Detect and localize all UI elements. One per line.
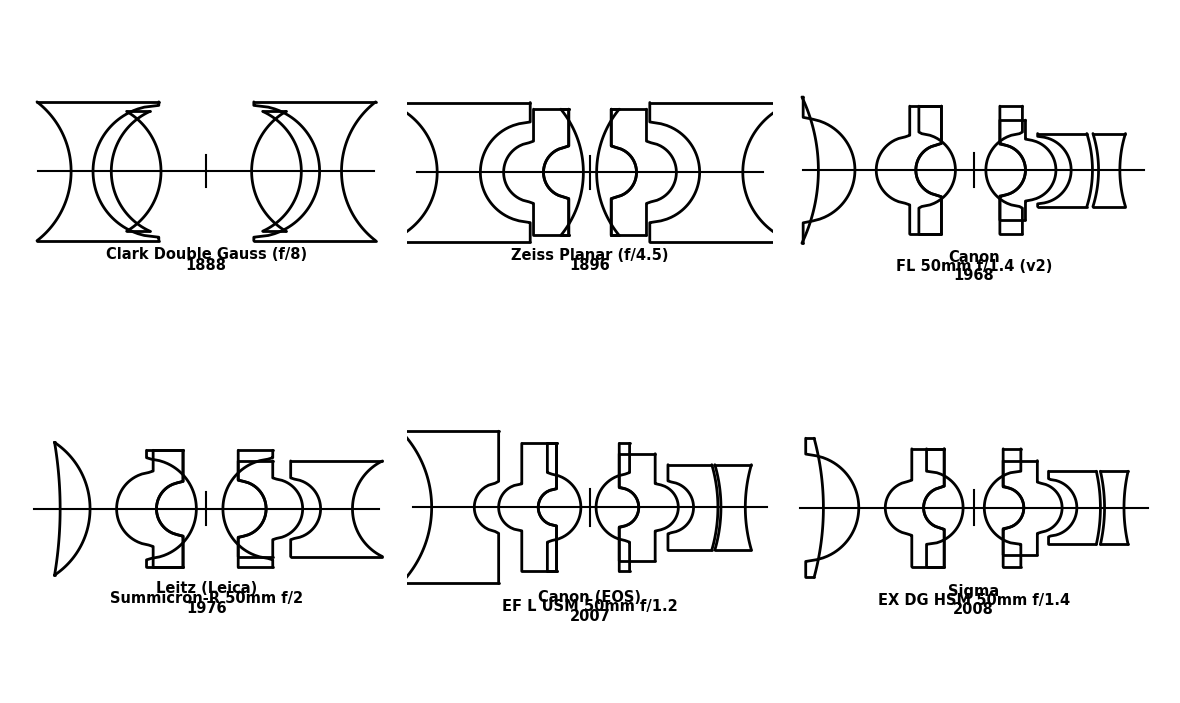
Text: Leitz (Leica): Leitz (Leica): [156, 581, 257, 596]
Text: Canon: Canon: [948, 250, 999, 265]
Text: Clark Double Gauss (f/8): Clark Double Gauss (f/8): [106, 247, 307, 262]
Text: EX DG HSM 50mm f/1.4: EX DG HSM 50mm f/1.4: [878, 593, 1070, 607]
Text: EF L USM 50mm f/1.2: EF L USM 50mm f/1.2: [503, 600, 677, 614]
Text: 1896: 1896: [570, 258, 610, 273]
Text: Sigma: Sigma: [948, 583, 999, 599]
Text: 1968: 1968: [953, 269, 994, 283]
Text: FL 50mm f/1.4 (v2): FL 50mm f/1.4 (v2): [896, 259, 1051, 274]
Text: Zeiss Planar (f/4.5): Zeiss Planar (f/4.5): [511, 248, 669, 263]
Text: 1976: 1976: [186, 601, 227, 617]
Text: Summicron-R 50mm f/2: Summicron-R 50mm f/2: [110, 591, 303, 606]
Text: 2007: 2007: [570, 609, 610, 624]
Text: Canon (EOS): Canon (EOS): [538, 590, 642, 605]
Text: 1888: 1888: [185, 258, 227, 273]
Text: 2008: 2008: [953, 602, 994, 617]
